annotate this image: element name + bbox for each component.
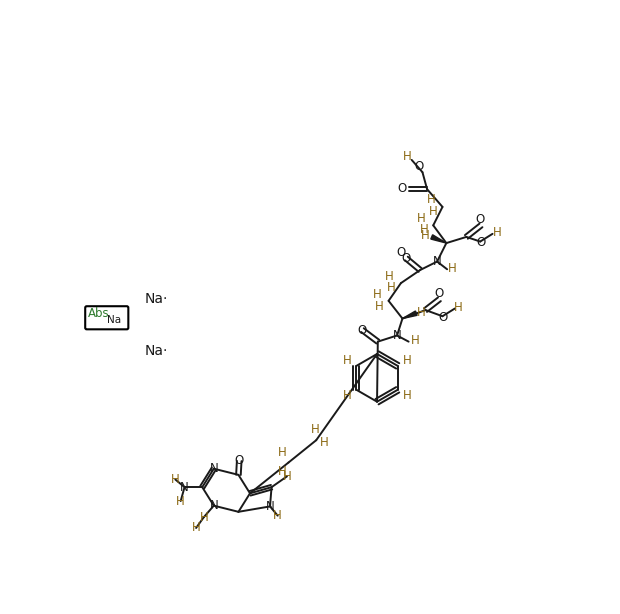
Text: H: H — [429, 205, 438, 218]
Text: O: O — [476, 236, 485, 249]
Text: H: H — [410, 335, 419, 348]
Text: Na·: Na· — [144, 292, 168, 306]
Text: H: H — [388, 281, 396, 294]
Text: H: H — [417, 212, 426, 225]
Text: H: H — [448, 262, 457, 275]
Text: O: O — [435, 287, 444, 300]
Text: H: H — [403, 150, 412, 163]
Text: H: H — [420, 223, 428, 236]
Text: H: H — [273, 509, 282, 522]
Text: N: N — [210, 462, 218, 475]
Text: O: O — [402, 252, 411, 265]
Polygon shape — [402, 311, 417, 319]
Text: O: O — [398, 182, 407, 195]
Text: H: H — [373, 288, 381, 301]
Text: H: H — [493, 226, 502, 239]
Text: H: H — [343, 389, 352, 402]
Text: H: H — [420, 229, 429, 242]
Polygon shape — [431, 235, 446, 243]
Text: O: O — [415, 160, 424, 173]
Text: O: O — [358, 324, 367, 336]
Text: H: H — [427, 193, 435, 206]
Text: H: H — [311, 423, 320, 436]
Text: H: H — [417, 306, 426, 319]
Text: H: H — [375, 300, 384, 313]
Text: H: H — [385, 270, 394, 282]
Text: O: O — [396, 246, 405, 259]
Text: Na·: Na· — [144, 344, 168, 358]
Text: H: H — [176, 494, 185, 508]
Text: H: H — [343, 354, 352, 367]
Text: H: H — [278, 446, 286, 459]
Text: H: H — [319, 436, 328, 449]
Text: H: H — [402, 354, 412, 367]
Text: N: N — [392, 329, 401, 342]
Text: N: N — [210, 499, 218, 512]
Text: Abs: Abs — [88, 308, 110, 321]
FancyBboxPatch shape — [85, 306, 128, 329]
Text: H: H — [454, 301, 463, 314]
Text: Na: Na — [107, 315, 122, 325]
Text: H: H — [192, 521, 200, 534]
Text: O: O — [476, 212, 485, 226]
Text: N: N — [180, 481, 189, 494]
Text: N: N — [433, 255, 441, 268]
Text: N: N — [265, 500, 275, 513]
Text: H: H — [171, 473, 180, 486]
Text: H: H — [283, 470, 291, 483]
Text: O: O — [438, 311, 448, 324]
Text: H: H — [278, 465, 286, 478]
Text: H: H — [200, 511, 208, 524]
Text: O: O — [234, 454, 244, 467]
Text: H: H — [402, 389, 412, 402]
